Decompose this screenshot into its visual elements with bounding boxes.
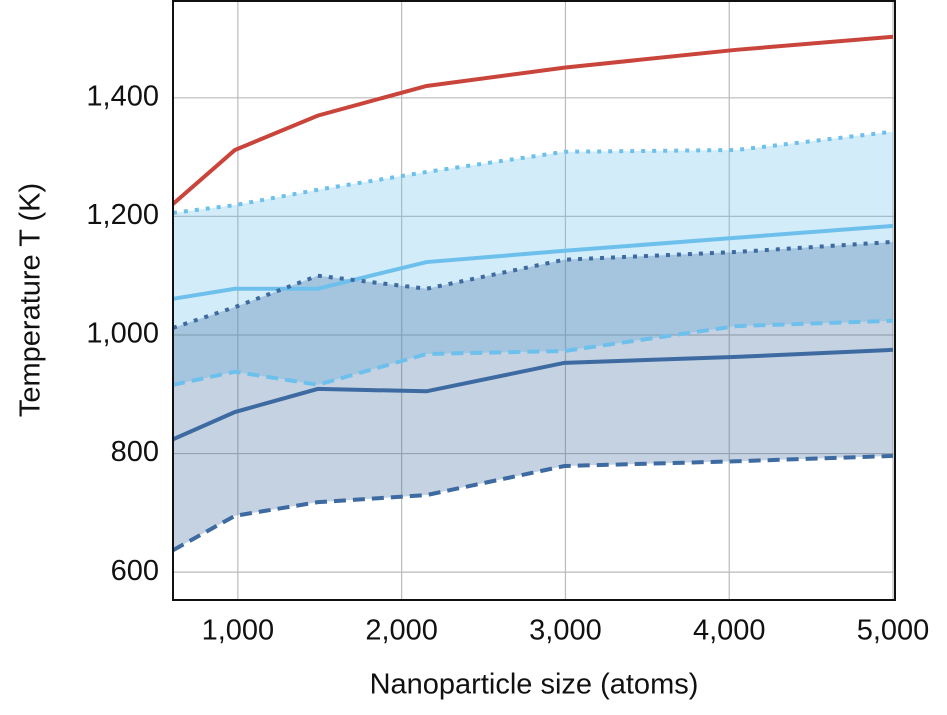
x-tick-label: 4,000	[693, 615, 766, 647]
series-line	[171, 34, 894, 206]
lower-line	[172, 453, 894, 552]
y-tick-label: 1,000	[86, 318, 159, 350]
y-tick-label: 800	[111, 436, 159, 468]
x-tick-label: 2,000	[365, 615, 438, 647]
y-tick-label: 1,400	[86, 80, 159, 112]
series-line	[172, 223, 894, 301]
y-axis-label: Temperature T (K)	[15, 183, 47, 417]
y-tick-label: 600	[111, 555, 159, 587]
x-tick-label: 5,000	[857, 615, 930, 647]
plot-frame	[172, 0, 896, 601]
y-tick-label: 1,200	[86, 199, 159, 231]
band	[173, 131, 894, 385]
upper-line	[172, 129, 894, 215]
series-line	[172, 347, 894, 442]
x-tick-label: 3,000	[529, 615, 602, 647]
lower-line	[172, 318, 894, 387]
band	[173, 241, 894, 551]
x-tick-label: 1,000	[202, 615, 275, 647]
x-axis-label: Nanoparticle size (atoms)	[370, 669, 699, 701]
